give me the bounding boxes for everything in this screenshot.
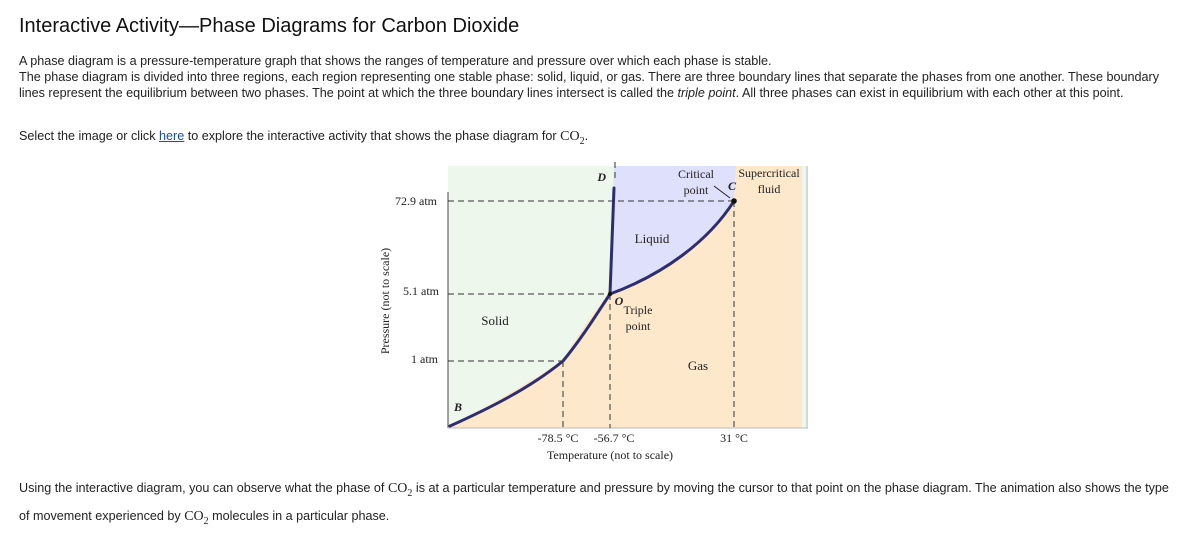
instruction-before: Select the image or click xyxy=(19,129,159,143)
critical-point-label-1: Critical xyxy=(678,167,715,181)
intro-line-1: A phase diagram is a pressure-temperatur… xyxy=(19,54,772,68)
liquid-region xyxy=(610,166,736,294)
critical-point-dot xyxy=(731,198,737,204)
point-c-label: C xyxy=(728,179,737,193)
explore-link[interactable]: here xyxy=(159,129,185,143)
pressure-tick-1: 1 atm xyxy=(411,352,439,366)
point-d-label: D xyxy=(596,170,606,184)
critical-point-pointer xyxy=(713,185,731,199)
page-title: Interactive Activity—Phase Diagrams for … xyxy=(19,15,520,37)
co2-formula-bottom-2: CO2 xyxy=(184,508,209,527)
supercritical-label-1: Supercritical xyxy=(738,166,800,180)
point-b-label: B xyxy=(453,400,462,414)
bottom-paragraph: Using the interactive diagram, you can o… xyxy=(19,477,1179,533)
instruction-text: Select the image or click here to explor… xyxy=(19,129,588,147)
phase-diagram-image[interactable]: 72.9 atm 5.1 atm 1 atm Pressure (not to … xyxy=(370,160,820,465)
supercritical-region xyxy=(734,166,802,200)
triple-point-dot xyxy=(607,291,613,297)
gas-region xyxy=(450,196,802,428)
supercritical-label-2: fluid xyxy=(758,182,781,196)
triple-point-term: triple point xyxy=(677,86,736,101)
vaporization-curve xyxy=(608,199,736,296)
intro-line-2-before: The phase diagram is divided into three … xyxy=(19,70,1159,101)
gas-label: Gas xyxy=(688,358,708,373)
pressure-tick-72-9: 72.9 atm xyxy=(395,194,438,208)
temperature-tick-minus-78-5: -78.5 °C xyxy=(538,431,579,445)
instruction-end: . xyxy=(584,129,589,143)
sublimation-curve xyxy=(448,292,612,428)
bottom-before: Using the interactive diagram, you can o… xyxy=(19,481,388,495)
melting-curve xyxy=(608,186,616,296)
instruction-after: to explore the interactive activity that… xyxy=(184,129,561,143)
intro-paragraph: A phase diagram is a pressure-temperatur… xyxy=(19,53,1179,102)
co2-formula: CO2 xyxy=(560,129,585,147)
triple-point-label-2: point xyxy=(626,319,651,333)
point-o-label: O xyxy=(615,294,624,308)
solid-label: Solid xyxy=(481,313,509,328)
critical-point-label-2: point xyxy=(684,183,709,197)
x-axis-label: Temperature (not to scale) xyxy=(547,448,673,462)
pressure-tick-5-1: 5.1 atm xyxy=(403,284,440,298)
temperature-tick-31: 31 °C xyxy=(720,431,748,445)
temperature-tick-minus-56-7: -56.7 °C xyxy=(594,431,635,445)
liquid-label: Liquid xyxy=(635,231,670,246)
bottom-after: molecules in a particular phase. xyxy=(208,508,390,523)
y-axis-label: Pressure (not to scale) xyxy=(378,248,392,354)
intro-line-2-after: . All three phases can exist in equilibr… xyxy=(735,86,1124,101)
co2-formula-bottom: CO2 xyxy=(387,481,413,499)
triple-point-label-1: Triple xyxy=(624,303,653,317)
